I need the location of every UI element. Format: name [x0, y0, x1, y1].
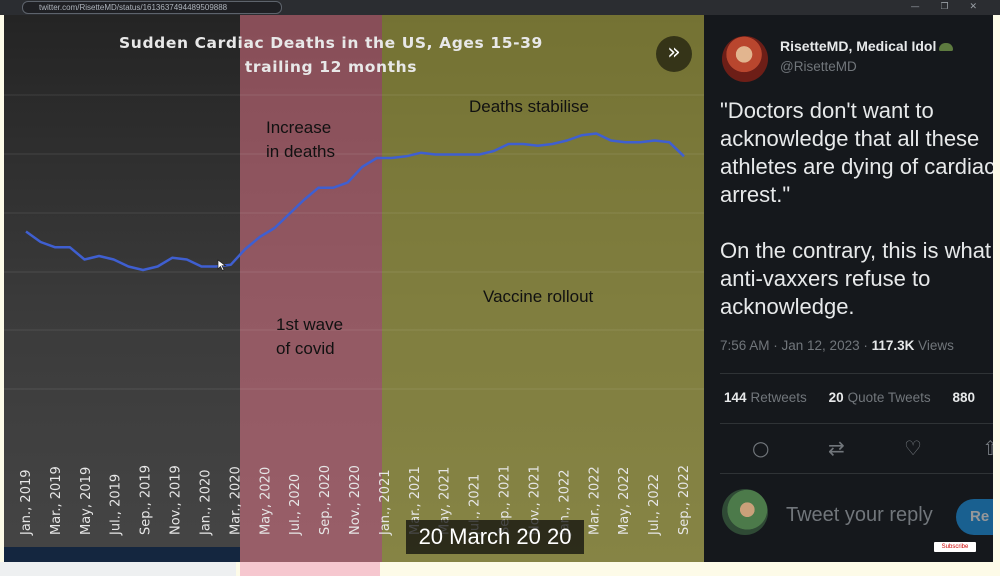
- x-tick-label: Sep., 2019: [139, 465, 154, 535]
- covid-wave-annotation-line2: of covid: [276, 339, 335, 358]
- chart-title-line2: trailing 12 months: [244, 58, 418, 76]
- page-background-bottom-left: [0, 562, 236, 576]
- subtitle-text: 20 March 20 20: [418, 524, 572, 549]
- covid-wave-band: [240, 15, 382, 562]
- likes-stat[interactable]: 880: [952, 390, 979, 405]
- mouse-cursor-icon: [217, 259, 227, 271]
- reply-icon[interactable]: ○: [752, 436, 770, 460]
- browser-toolbar: twitter.com/RisetteMD/status/16136374944…: [0, 0, 1000, 15]
- video-frame[interactable]: Jan., 2019 Mar., 2019 May, 2019 Jul., 2019 S…: [4, 15, 997, 562]
- x-tick-label: May, 2020: [258, 467, 273, 535]
- views-count: 117.3K: [871, 338, 915, 353]
- x-tick-label: Mar., 2019: [49, 466, 64, 535]
- subscribe-badge[interactable]: Subscribe: [934, 542, 976, 552]
- like-icon[interactable]: ♡: [904, 436, 922, 460]
- address-bar[interactable]: twitter.com/RisetteMD/status/16136374944…: [22, 1, 282, 14]
- x-tick-label: Sep., 2022: [677, 465, 692, 535]
- x-tick-label: Jul., 2022: [647, 474, 662, 536]
- divider: [720, 473, 997, 474]
- tweet-timestamp[interactable]: 7:56 AM · Jan 12, 2023 ·: [720, 338, 872, 353]
- quote-tweets-stat[interactable]: 20 Quote Tweets: [829, 390, 931, 405]
- quotes-label: Quote Tweets: [847, 390, 931, 405]
- views-label: Views: [914, 338, 954, 353]
- chart-title: Sudden Cardiac Deaths in the US, Ages 15…: [4, 31, 658, 79]
- chart-title-line1: Sudden Cardiac Deaths in the US, Ages 15…: [119, 34, 543, 52]
- quotes-count: 20: [828, 390, 844, 405]
- x-tick-label: Jan., 2019: [19, 469, 34, 536]
- tweet-stats: 144 Retweets 20 Quote Tweets 880: [724, 389, 997, 407]
- increase-annotation-line2: in deaths: [266, 142, 335, 161]
- user-avatar: [722, 489, 768, 535]
- divider: [720, 423, 997, 424]
- likes-count: 880: [952, 390, 975, 405]
- author-display-name: RisetteMD, Medical Idol: [780, 38, 937, 54]
- x-tick-label: Jan., 2021: [378, 469, 393, 536]
- tweet-actions: ○ ⇄ ♡ ⇧: [704, 435, 997, 465]
- video-control-strip: [4, 547, 240, 562]
- page-background-bottom-pink: [240, 562, 380, 576]
- x-tick-label: Jul., 2020: [288, 474, 303, 536]
- x-tick-label: Nov., 2019: [169, 465, 184, 535]
- profile-badge-icon: [939, 43, 954, 52]
- series-line: [25, 132, 685, 272]
- retweets-label: Retweets: [750, 390, 807, 405]
- increase-annotation-line1: Increase: [266, 118, 332, 137]
- x-tick-label: May, 2019: [79, 467, 94, 535]
- x-tick-label: May, 2022: [617, 467, 632, 535]
- retweets-count: 144: [724, 390, 747, 405]
- x-tick-label: Jan., 2020: [198, 469, 213, 536]
- retweet-icon[interactable]: ⇄: [828, 436, 845, 460]
- tweet-text: "Doctors don't want to acknowledge that …: [720, 98, 996, 319]
- tweet-panel: RisetteMD, Medical Idol @RisetteMD "Doct…: [704, 15, 997, 562]
- author-name[interactable]: RisetteMD, Medical Idol: [780, 37, 954, 55]
- reply-input[interactable]: Tweet your reply: [786, 504, 933, 526]
- address-bar-url: twitter.com/RisetteMD/status/16136374944…: [39, 3, 228, 12]
- stabilise-annotation: Deaths stabilise: [469, 97, 590, 116]
- increase-annotation: Increase in deaths: [266, 116, 335, 164]
- covid-wave-annotation: 1st wave of covid: [276, 313, 343, 361]
- vaccine-annotation: Vaccine rollout: [483, 287, 594, 306]
- browser-window-controls[interactable]: — ❐ ✕: [910, 2, 986, 12]
- chart-panel: Jan., 2019 Mar., 2019 May, 2019 Jul., 2019 S…: [4, 15, 704, 562]
- x-tick-label: Mar., 2020: [228, 466, 243, 535]
- covid-wave-annotation-line1: 1st wave: [276, 315, 344, 334]
- author-handle[interactable]: @RisetteMD: [780, 59, 857, 74]
- subtitle-box: 20 March 20 20: [406, 520, 584, 554]
- x-tick-label: Nov., 2021: [527, 465, 542, 535]
- x-tick-label: Sep., 2020: [318, 465, 333, 535]
- x-tick-label: Mar., 2021: [408, 466, 423, 535]
- chart-svg: Jan., 2019 Mar., 2019 May, 2019 Jul., 2019 S…: [4, 94, 704, 536]
- tweet-meta: 7:56 AM · Jan 12, 2023 · 117.3K Views: [720, 337, 954, 355]
- x-tick-label: Sep., 2021: [498, 465, 513, 535]
- x-tick-label: Jan., 2022: [557, 469, 572, 536]
- author-avatar[interactable]: [722, 36, 768, 82]
- x-tick-label: Jul., 2019: [109, 474, 124, 536]
- expand-chevron-icon[interactable]: »: [656, 36, 692, 72]
- reply-button[interactable]: Re: [956, 499, 997, 535]
- page-background-right: [993, 15, 1000, 562]
- x-tick-label: May, 2021: [438, 467, 453, 535]
- x-tick-label: Mar., 2022: [587, 466, 602, 535]
- vaccine-rollout-band: [382, 15, 704, 562]
- retweets-stat[interactable]: 144 Retweets: [724, 390, 807, 405]
- divider: [720, 373, 997, 374]
- x-tick-label: Nov., 2020: [348, 465, 363, 535]
